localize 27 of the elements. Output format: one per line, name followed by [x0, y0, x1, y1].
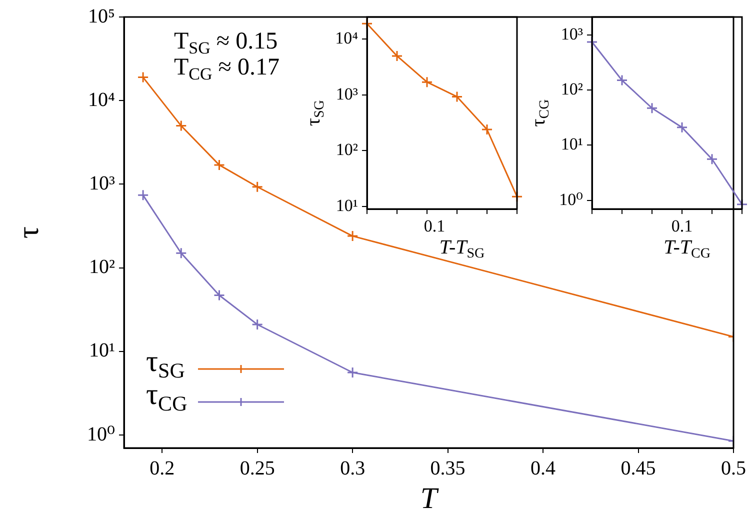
y-tick-label: 10³ — [560, 24, 583, 44]
y-tick-label: 10³ — [89, 172, 115, 194]
y-tick-label: 10⁴ — [335, 28, 358, 48]
x-axis-title: T — [420, 482, 440, 515]
y-tick-label: 10⁴ — [88, 88, 116, 111]
y-tick-label: 10¹ — [89, 340, 115, 362]
y-tick-label: 10¹ — [336, 196, 358, 215]
y-axis-title: τCG — [527, 99, 553, 127]
x-tick-label: 0.45 — [620, 457, 656, 480]
annotation: 0.1 — [424, 216, 446, 236]
y-tick-label: 10⁰ — [86, 423, 115, 446]
x-tick-label: 0.35 — [430, 457, 466, 480]
x-tick-label: 0.5 — [721, 457, 746, 480]
y-tick-label: 10⁰ — [559, 190, 584, 209]
y-tick-label: 10² — [89, 256, 115, 278]
y-tick-label: 10⁵ — [88, 5, 115, 28]
y-tick-label: 10³ — [336, 84, 358, 104]
y-tick-label: 10² — [336, 140, 358, 160]
annotation: 0.1 — [671, 216, 693, 236]
y-tick-label: 10² — [560, 79, 583, 98]
y-tick-label: 10¹ — [560, 134, 583, 154]
y-axis-title: τSG — [302, 100, 328, 126]
x-tick-label: 0.2 — [150, 457, 175, 480]
x-tick-label: 0.25 — [240, 457, 275, 480]
x-tick-label: 0.3 — [340, 457, 366, 480]
x-tick-label: 0.4 — [530, 457, 556, 480]
y-axis-title: τ — [12, 226, 45, 239]
